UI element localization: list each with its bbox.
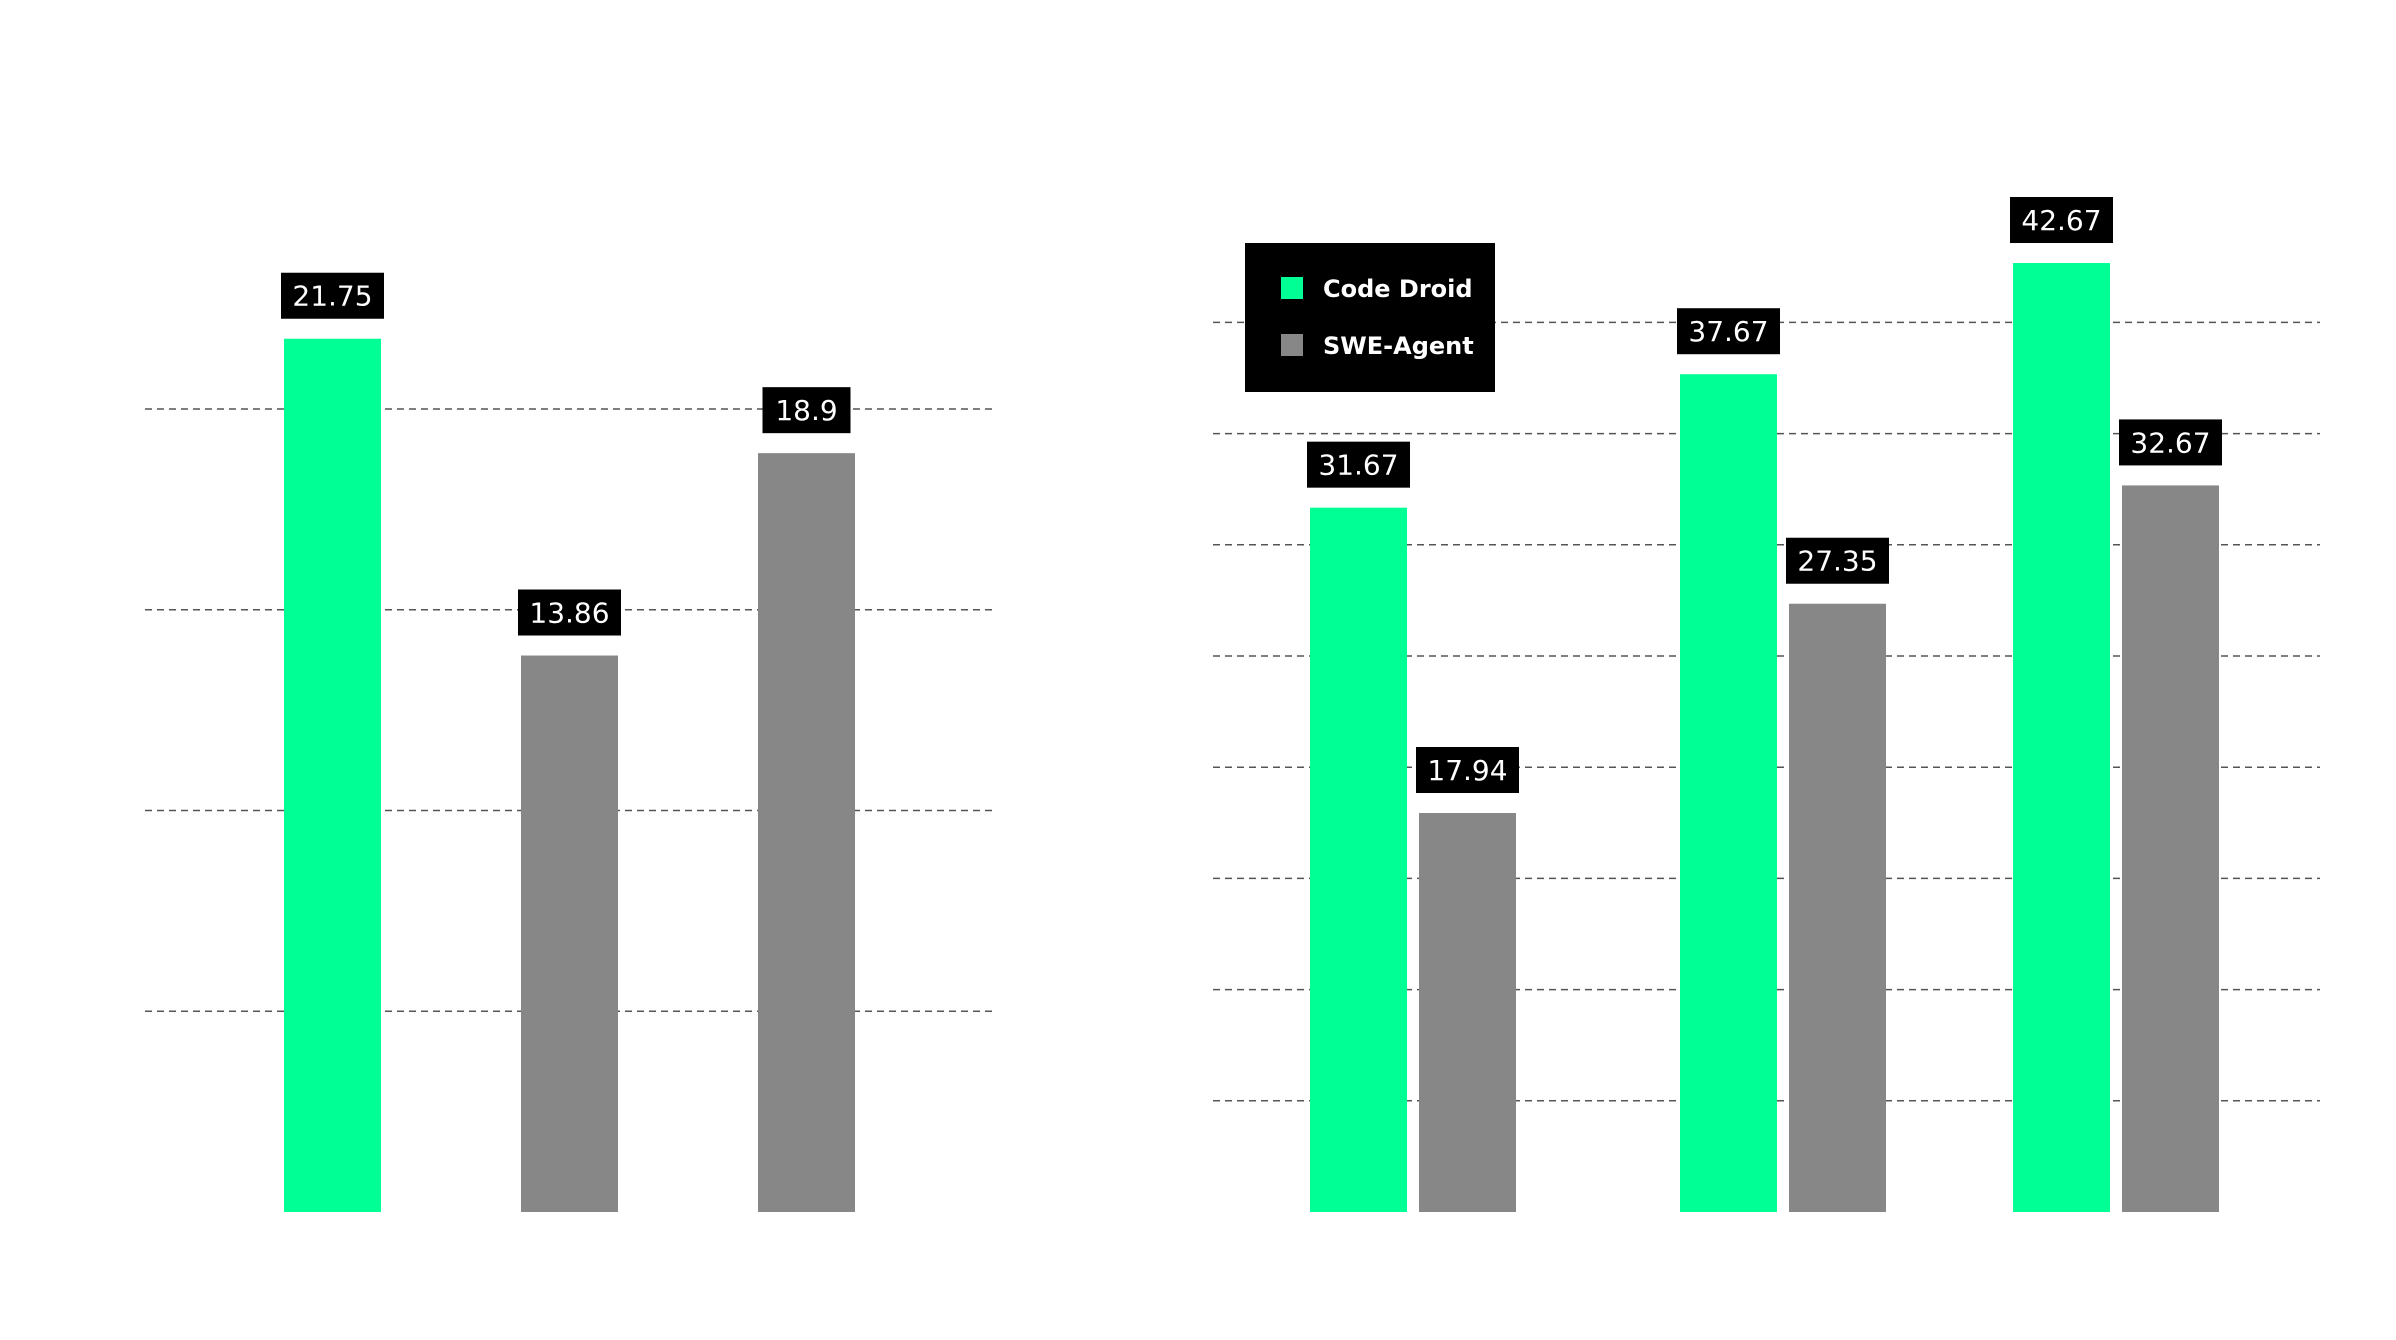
legend-box (1245, 243, 1495, 392)
data-label: 27.35 (1797, 545, 1877, 578)
data-label: 32.67 (2130, 426, 2210, 459)
data-label-box (1416, 747, 1519, 794)
legend-swatch-swe-agent (1281, 334, 1303, 356)
data-label-box (518, 589, 621, 636)
right-bar-chart: 31.67 17.94 37.67 27.35 42.67 32.67 (1213, 197, 2320, 1213)
data-label: 21.75 (292, 280, 372, 313)
bar-code-droid (1310, 507, 1407, 1213)
legend-swatch-code-droid (1281, 277, 1303, 299)
legend-label-code-droid: Code Droid (1323, 275, 1473, 303)
bar-code-droid (2013, 263, 2110, 1213)
bar-swe-agent (758, 453, 855, 1212)
data-label-box (1677, 308, 1780, 355)
data-label: 42.67 (2021, 204, 2101, 237)
data-label-box (281, 272, 384, 319)
legend: Code Droid SWE-Agent (1245, 243, 1495, 392)
data-label-box (2119, 419, 2222, 466)
data-label: 18.9 (775, 394, 837, 427)
data-label: 37.67 (1688, 315, 1768, 348)
left-bar-chart: 21.75 13.86 18.9 (145, 272, 995, 1212)
legend-label-swe-agent: SWE-Agent (1323, 332, 1474, 360)
bar-swe-agent (1419, 813, 1516, 1212)
data-label: 31.67 (1318, 449, 1398, 482)
bar-swe-agent (2122, 485, 2219, 1212)
bar-code-droid (284, 338, 381, 1212)
bar-swe-agent (521, 655, 618, 1212)
data-label-box (2010, 197, 2113, 244)
data-label-box (1786, 537, 1889, 584)
bar-swe-agent (1789, 603, 1886, 1212)
bar-code-droid (1680, 374, 1777, 1212)
data-label-box (1307, 441, 1410, 488)
data-label: 13.86 (529, 597, 609, 630)
data-label: 17.94 (1427, 754, 1507, 787)
data-label-box (762, 387, 851, 434)
